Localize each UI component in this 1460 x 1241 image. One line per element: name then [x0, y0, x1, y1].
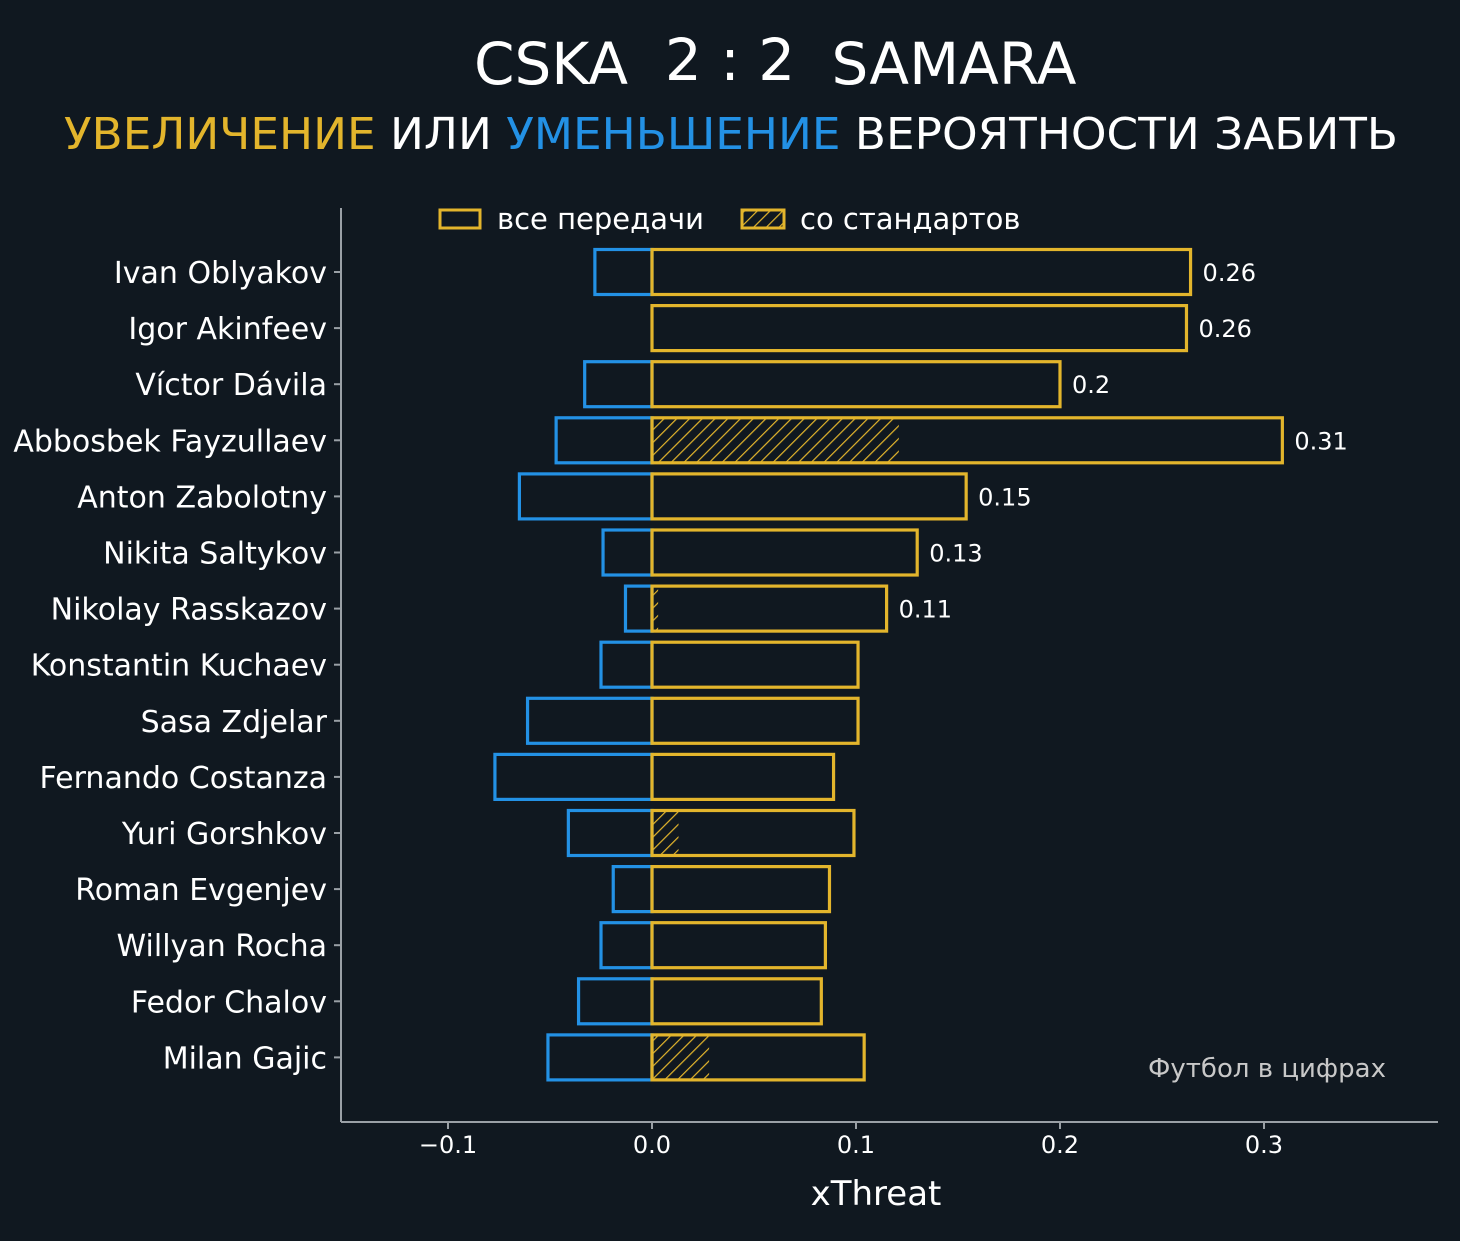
player-label: Yuri Gorshkov — [121, 817, 327, 852]
player-label: Anton Zabolotny — [77, 480, 327, 515]
decrease-bar — [554, 416, 654, 465]
subtitle-probability: ВЕРОЯТНОСТИ ЗАБИТЬ — [841, 109, 1398, 160]
x-tick-label: 0.1 — [837, 1131, 875, 1159]
x-tick-label: 0.2 — [1041, 1131, 1079, 1159]
decrease-bar — [599, 921, 654, 970]
decrease-bar — [623, 584, 654, 633]
increase-bar — [650, 864, 832, 914]
decrease-bar — [611, 864, 654, 914]
decrease-bar — [601, 528, 654, 577]
subtitle-decrease: УМЕНЬШЕНИЕ — [506, 109, 840, 160]
player-label: Sasa Zdjelar — [141, 705, 328, 740]
decrease-bar — [566, 808, 654, 858]
plot-area: Ivan Oblyakov 0.26 Igor Akinfeev 0.26 Víctor… — [13, 247, 1348, 1159]
player-label: Fernando Costanza — [40, 761, 327, 796]
value-label: 0.15 — [978, 483, 1031, 511]
value-label: 0.11 — [899, 596, 952, 624]
title-team-away: SAMARA — [832, 30, 1077, 98]
x-tick-label: −0.1 — [419, 1131, 477, 1159]
increase-bar — [650, 696, 860, 745]
value-label: 0.31 — [1294, 427, 1347, 455]
chart-title: CSKA 2 : 2 SAMARA — [474, 26, 1077, 98]
increase-bar — [650, 304, 1189, 353]
value-label: 0.2 — [1072, 371, 1110, 399]
subtitle-or: ИЛИ — [376, 109, 507, 160]
chart-subtitle: УВЕЛИЧЕНИЕ ИЛИ УМЕНЬШЕНИЕ ВЕРОЯТНОСТИ ЗА… — [64, 109, 1398, 160]
set-piece-bar — [652, 810, 679, 856]
title-team-home: CSKA — [474, 30, 628, 98]
x-axis-label: xThreat — [811, 1174, 942, 1214]
legend: все передачи со стандартов — [438, 202, 1020, 236]
increase-bar — [650, 752, 836, 802]
set-piece-bar — [652, 417, 899, 463]
player-label: Víctor Dávila — [135, 368, 327, 403]
decrease-bar — [583, 360, 654, 409]
set-piece-bar — [652, 586, 659, 632]
legend-swatch-all-passes — [438, 208, 482, 230]
increase-bar — [650, 247, 1193, 297]
subtitle-increase: УВЕЛИЧЕНИЕ — [64, 109, 376, 160]
increase-bar — [650, 977, 823, 1026]
player-label: Roman Evgenjev — [75, 873, 327, 908]
value-label: 0.13 — [929, 540, 982, 568]
increase-bar — [650, 416, 1284, 465]
decrease-bar — [546, 1033, 654, 1082]
increase-bar — [650, 472, 968, 521]
decrease-bar — [525, 696, 654, 745]
legend-label-all-passes: все передачи — [497, 202, 704, 236]
set-piece-bar — [652, 1034, 710, 1080]
player-label: Fedor Chalov — [131, 985, 327, 1020]
increase-bar — [650, 360, 1062, 409]
x-tick-label: 0.3 — [1245, 1131, 1283, 1159]
decrease-bar — [517, 472, 654, 521]
decrease-bar — [599, 640, 654, 689]
x-tick-label: 0.0 — [633, 1131, 671, 1159]
increase-bar — [650, 584, 889, 633]
watermark: Футбол в цифрах — [1148, 1054, 1386, 1084]
player-label: Milan Gajic — [163, 1041, 327, 1076]
player-label: Nikolay Rasskazov — [51, 593, 327, 628]
player-label: Abbosbek Fayzullaev — [13, 424, 327, 459]
player-label: Igor Akinfeev — [128, 312, 327, 347]
decrease-bar — [593, 247, 654, 297]
value-label: 0.26 — [1203, 259, 1256, 287]
decrease-bar — [576, 977, 654, 1026]
increase-bar — [650, 528, 919, 577]
player-label: Ivan Oblyakov — [114, 256, 327, 291]
legend-label-set-pieces: со стандартов — [800, 202, 1020, 236]
increase-bar — [650, 921, 827, 970]
value-label: 0.26 — [1198, 315, 1251, 343]
player-label: Nikita Saltykov — [103, 537, 327, 572]
increase-bar — [650, 640, 860, 689]
player-label: Willyan Rocha — [117, 929, 327, 964]
player-label: Konstantin Kuchaev — [31, 649, 327, 684]
increase-bar — [650, 808, 856, 858]
decrease-bar — [493, 752, 654, 802]
increase-bar — [650, 1033, 866, 1082]
legend-swatch-set-pieces — [740, 208, 786, 230]
title-score: 2 : 2 — [665, 26, 795, 94]
